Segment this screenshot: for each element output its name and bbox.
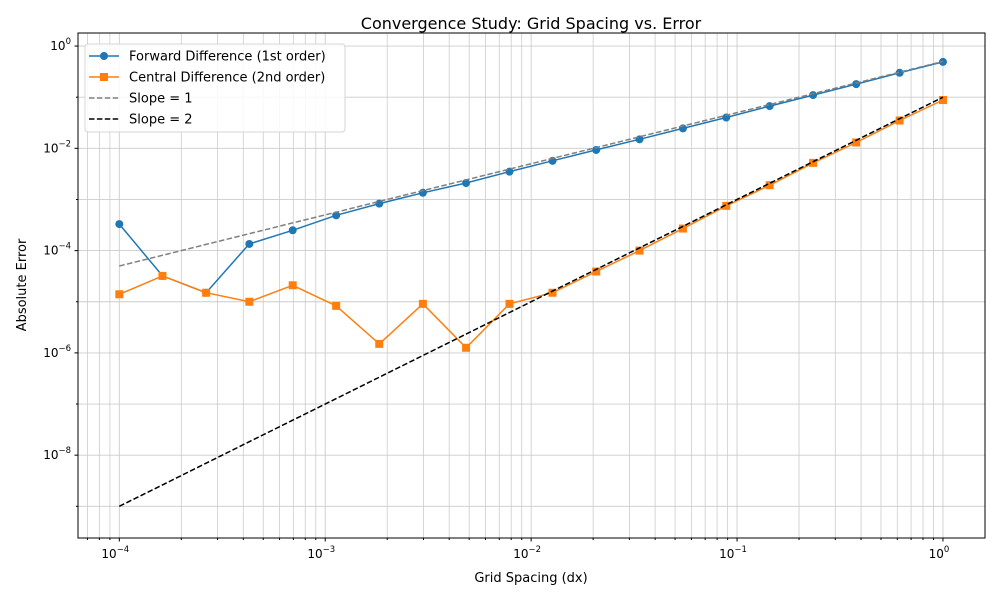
- legend-label: Central Difference (2nd order): [129, 71, 325, 86]
- central-point: [635, 246, 644, 255]
- y-tick-exponent: −2: [58, 139, 71, 149]
- central-point: [115, 290, 124, 299]
- central-point: [765, 181, 774, 190]
- legend-label: Slope = 2: [129, 113, 193, 128]
- x-tick-label: 10−2: [513, 545, 541, 561]
- central-point: [418, 299, 427, 308]
- central-point: [678, 224, 687, 233]
- y-tick-label: 10−6: [43, 344, 71, 360]
- y-tick-exponent: −4: [58, 242, 71, 252]
- central-point: [852, 138, 861, 147]
- y-tick-label: 10−8: [43, 446, 71, 462]
- forward-point: [852, 80, 861, 89]
- legend-box: [84, 43, 346, 133]
- y-tick-base: 10: [43, 244, 58, 258]
- forward-point: [592, 145, 601, 154]
- series-line-3: [118, 96, 944, 507]
- central-point: [809, 158, 818, 167]
- y-tick-exponent: −6: [58, 344, 71, 354]
- series-line-2: [119, 60, 944, 267]
- y-tick-label: 100: [50, 37, 71, 53]
- central-point: [895, 116, 904, 125]
- central-point: [548, 288, 557, 297]
- forward-point: [115, 220, 124, 229]
- x-tick-exponent: −1: [734, 545, 747, 555]
- x-tick-label: 10−3: [307, 545, 335, 561]
- legend: Forward Difference (1st order) Central Di…: [84, 43, 346, 133]
- y-tick-exponent: 0: [66, 37, 71, 47]
- central-point: [288, 281, 297, 290]
- central-point: [158, 271, 167, 280]
- central-point: [722, 201, 731, 210]
- forward-point: [288, 226, 297, 235]
- central-point: [505, 299, 514, 308]
- central-point: [202, 288, 211, 297]
- x-axis-label: Grid Spacing (dx): [474, 571, 587, 586]
- series-line-1: [119, 99, 944, 349]
- x-tick-label: 10−1: [719, 545, 747, 561]
- y-tick-base: 10: [43, 448, 58, 462]
- central-point: [375, 339, 384, 348]
- y-tick-base: 10: [43, 346, 58, 360]
- central-point: [332, 301, 341, 310]
- forward-point: [809, 91, 818, 100]
- legend-label: Slope = 1: [129, 92, 193, 107]
- series-line-0: [118, 61, 944, 294]
- central-point: [938, 96, 947, 105]
- central-point: [592, 267, 601, 276]
- x-tick-label: 10−4: [101, 545, 129, 561]
- forward-point: [245, 239, 254, 248]
- forward-point: [462, 178, 471, 187]
- legend-label: Forward Difference (1st order): [129, 50, 326, 65]
- x-tick-exponent: −3: [323, 545, 336, 555]
- x-tick-exponent: 0: [944, 545, 949, 555]
- legend-square-marker: [100, 73, 108, 81]
- y-tick-label: 10−2: [43, 139, 71, 155]
- y-tick-base: 10: [43, 141, 58, 155]
- y-tick-label: 10−4: [43, 242, 71, 258]
- y-tick-exponent: −8: [58, 446, 71, 456]
- x-tick-exponent: −2: [529, 545, 542, 555]
- y-axis-label: Absolute Error: [15, 238, 30, 331]
- forward-point: [895, 68, 904, 77]
- legend-circle-marker: [100, 52, 108, 60]
- x-tick-label: 100: [929, 545, 950, 561]
- central-point: [245, 297, 254, 306]
- x-tick-exponent: −4: [117, 545, 130, 555]
- y-tick-base: 10: [50, 39, 65, 53]
- chart-title: Convergence Study: Grid Spacing vs. Erro…: [361, 14, 702, 33]
- central-point: [462, 343, 471, 352]
- series-layer: [115, 57, 947, 507]
